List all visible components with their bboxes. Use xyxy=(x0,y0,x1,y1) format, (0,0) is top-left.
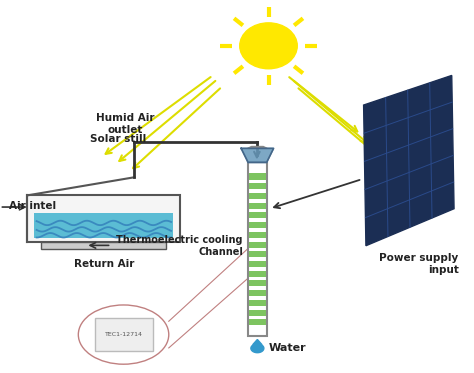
Text: Thermoelectric cooling
Channel: Thermoelectric cooling Channel xyxy=(117,235,243,257)
Text: Air intel: Air intel xyxy=(9,201,56,211)
Bar xyxy=(41,242,166,249)
Bar xyxy=(249,232,266,238)
Text: Humid Air
outlet: Humid Air outlet xyxy=(96,113,155,135)
Bar xyxy=(249,173,266,179)
Bar xyxy=(249,193,266,199)
Text: TEC1-12714: TEC1-12714 xyxy=(105,332,143,337)
Bar xyxy=(249,222,266,228)
Bar xyxy=(249,319,266,325)
Ellipse shape xyxy=(240,23,297,69)
Bar xyxy=(249,183,266,189)
Polygon shape xyxy=(241,148,273,162)
Polygon shape xyxy=(251,344,264,353)
Polygon shape xyxy=(253,339,262,345)
Bar xyxy=(249,261,266,267)
Bar xyxy=(27,195,181,242)
Bar xyxy=(34,213,173,238)
Bar xyxy=(247,162,267,336)
Polygon shape xyxy=(364,75,454,246)
Bar xyxy=(249,300,266,306)
Text: Return Air: Return Air xyxy=(73,259,134,269)
Ellipse shape xyxy=(78,305,169,364)
Text: Power supply
input: Power supply input xyxy=(380,253,459,275)
Text: Water: Water xyxy=(269,343,307,353)
Polygon shape xyxy=(247,147,267,148)
Text: Solar still: Solar still xyxy=(90,134,146,144)
Bar xyxy=(249,280,266,286)
Bar xyxy=(249,310,266,316)
Bar xyxy=(249,212,266,219)
Bar xyxy=(249,271,266,277)
Bar xyxy=(249,290,266,296)
Bar xyxy=(249,251,266,257)
Bar xyxy=(249,241,266,248)
Bar xyxy=(94,318,153,351)
Bar xyxy=(249,203,266,209)
